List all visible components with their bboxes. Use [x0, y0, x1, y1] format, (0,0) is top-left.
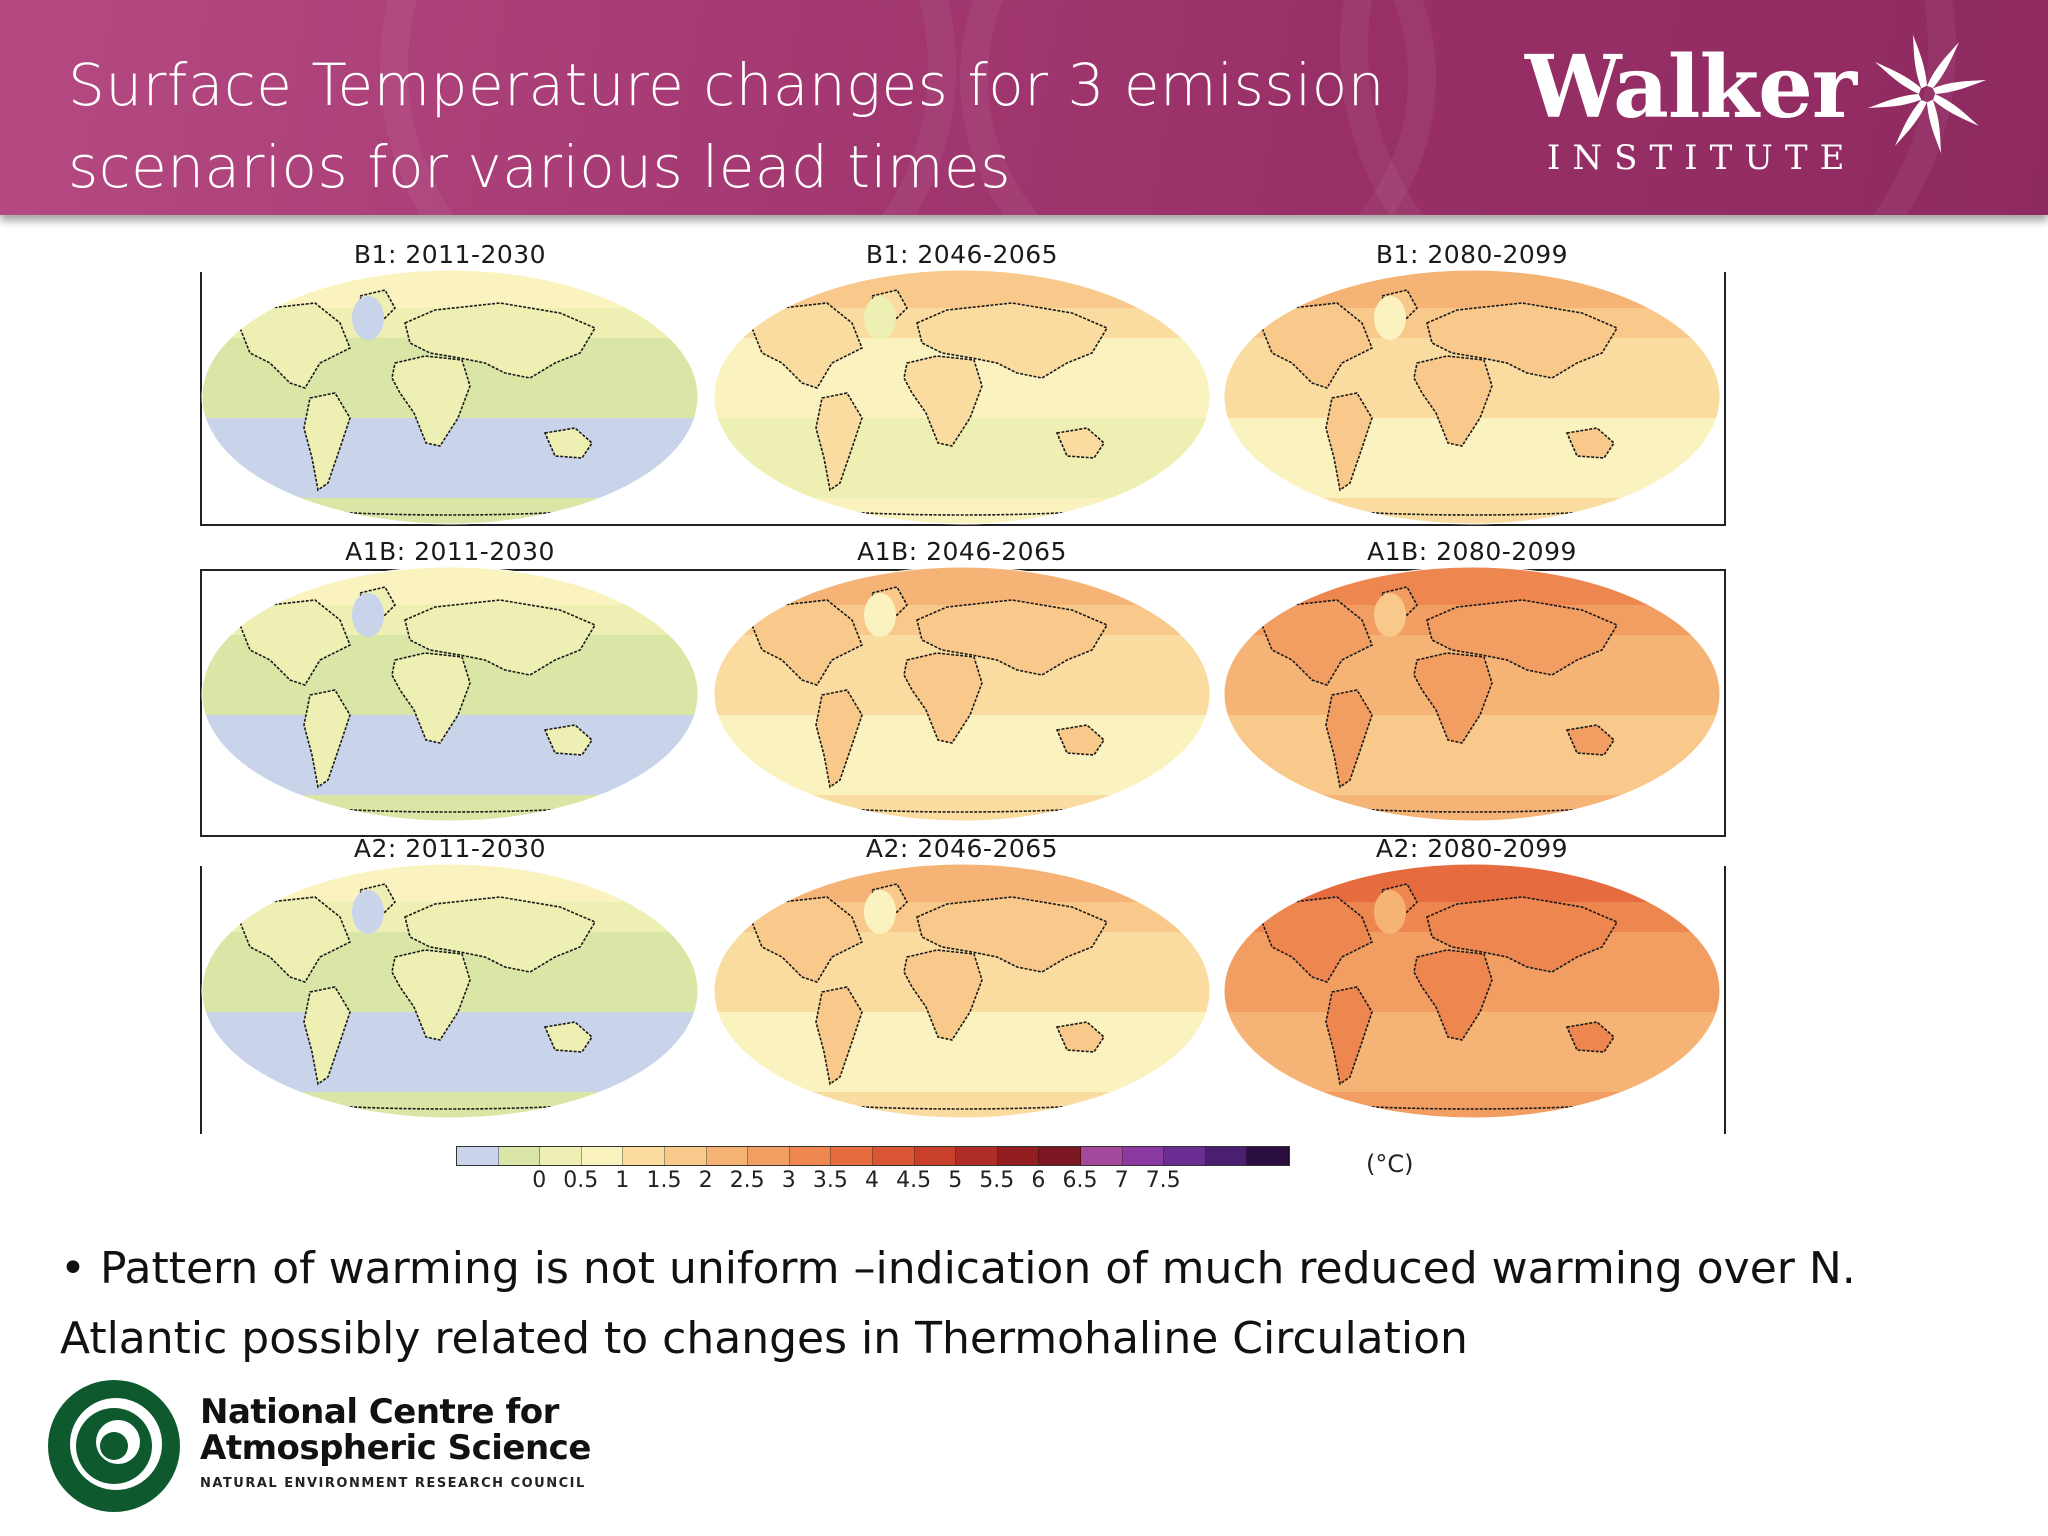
- slide-title: Surface Temperature changes for 3 emissi…: [68, 51, 1385, 201]
- colorbar-segment: [1080, 1147, 1123, 1165]
- temperature-map: [713, 863, 1211, 1119]
- map-panel: B1: 2080-2099: [1222, 240, 1722, 530]
- colorbar-segment: [457, 1147, 499, 1165]
- colorbar-tick-label: 1.5: [646, 1168, 682, 1193]
- colorbar-segment: [1247, 1147, 1289, 1165]
- colorbar-tick-label: 7: [1114, 1168, 1129, 1193]
- map-panel-title: A2: 2046-2065: [865, 834, 1059, 863]
- colorbar-tick-label: 5: [948, 1168, 963, 1193]
- colorbar-segment: [498, 1147, 541, 1165]
- map-panel-title: A1B: 2011-2030: [345, 537, 555, 566]
- temperature-map: [713, 566, 1211, 822]
- colorbar-tick-label: 4.5: [896, 1168, 932, 1193]
- walker-institute-logo: Walker INSTITUTE: [1525, 34, 1987, 188]
- colorbar-segment: [581, 1147, 624, 1165]
- ncas-name-line1: National Centre for: [200, 1392, 559, 1432]
- spiral-icon: [48, 1380, 180, 1512]
- temperature-map: [1223, 863, 1721, 1119]
- colorbar-units: (°C): [1366, 1150, 1414, 1178]
- map-panel-title: A2: 2011-2030: [353, 834, 547, 863]
- colorbar-segment: [831, 1147, 873, 1165]
- map-panel: A2: 2080-2099: [1222, 834, 1722, 1124]
- banner-decoration: [380, 0, 956, 215]
- colorbar-segment: [1039, 1147, 1081, 1165]
- ncas-logo: National Centre for Atmospheric Science …: [44, 1376, 634, 1516]
- colorbar-segment: [956, 1147, 998, 1165]
- pinwheel-icon: [1867, 34, 1987, 154]
- colorbar-segment: [540, 1147, 582, 1165]
- map-panel-title: B1: 2080-2099: [1375, 240, 1569, 269]
- temperature-map: [201, 269, 699, 525]
- colorbar-segment: [1205, 1147, 1248, 1165]
- colorbar-ticks: 0 0.5 1 1.5 2 2.5 3 3.5 4 4.5 5 5.5 6 6.5 7 7.5: [456, 1168, 1288, 1198]
- colorbar-tick-label: 3: [781, 1168, 796, 1193]
- map-panel: A1B: 2080-2099: [1222, 537, 1722, 827]
- colorbar-segment: [748, 1147, 790, 1165]
- colorbar-tick-label: 1: [615, 1168, 630, 1193]
- colorbar-segment: [997, 1147, 1040, 1165]
- map-panel-title: A2: 2080-2099: [1375, 834, 1569, 863]
- map-panel-title: A1B: 2046-2065: [857, 537, 1067, 566]
- temperature-map: [201, 566, 699, 822]
- map-panel: A1B: 2011-2030: [200, 537, 700, 827]
- map-panel: A1B: 2046-2065: [712, 537, 1212, 827]
- temperature-map-grid: B1: 2011-2030 B1: 2046-2065 B1: 2080-2099 A…: [200, 240, 1730, 1137]
- colorbar-tick-label: 2.5: [729, 1168, 765, 1193]
- bullet-point: • Pattern of warming is not uniform –ind…: [60, 1243, 1856, 1364]
- colorbar-tick-label: 2: [698, 1168, 713, 1193]
- colorbar-segment: [1122, 1147, 1165, 1165]
- ncas-name-line2: Atmospheric Science: [200, 1428, 591, 1468]
- colorbar-segment: [872, 1147, 915, 1165]
- map-panel: B1: 2046-2065: [712, 240, 1212, 530]
- colorbar-tick-label: 3.5: [812, 1168, 848, 1193]
- colorbar-tick-label: 0: [532, 1168, 547, 1193]
- colorbar-tick-label: 6: [1031, 1168, 1046, 1193]
- map-panel-title: B1: 2046-2065: [865, 240, 1059, 269]
- map-panel-title: B1: 2011-2030: [353, 240, 547, 269]
- row-frame: [200, 272, 1726, 526]
- temperature-map: [1223, 566, 1721, 822]
- colorbar-tick-label: 4: [865, 1168, 879, 1193]
- colorbar-tick-label: 6.5: [1062, 1168, 1098, 1193]
- colorbar-segment: [1164, 1147, 1206, 1165]
- ncas-parent-org: NATURAL ENVIRONMENT RESEARCH COUNCIL: [200, 1476, 586, 1491]
- temperature-map: [713, 269, 1211, 525]
- logo-subtitle: INSTITUTE: [1547, 138, 1857, 178]
- colorbar-tick-label: 0.5: [563, 1168, 599, 1193]
- temperature-map: [1223, 269, 1721, 525]
- header-banner: Surface Temperature changes for 3 emissi…: [0, 0, 2048, 215]
- map-panel-title: A1B: 2080-2099: [1367, 537, 1577, 566]
- colorbar-segment: [664, 1147, 707, 1165]
- colorbar-segment: [789, 1147, 832, 1165]
- map-panel: A2: 2046-2065: [712, 834, 1212, 1124]
- colorbar: [456, 1146, 1290, 1166]
- colorbar-segment: [706, 1147, 749, 1165]
- logo-name: Walker: [1525, 37, 1857, 138]
- colorbar-segment: [623, 1147, 665, 1165]
- colorbar-segment: [914, 1147, 957, 1165]
- map-panel: A2: 2011-2030: [200, 834, 700, 1124]
- row-frame: [200, 866, 1726, 1134]
- map-panel: B1: 2011-2030: [200, 240, 700, 530]
- temperature-map: [201, 863, 699, 1119]
- colorbar-tick-label: 5.5: [979, 1168, 1015, 1193]
- colorbar-tick-label: 7.5: [1145, 1168, 1181, 1193]
